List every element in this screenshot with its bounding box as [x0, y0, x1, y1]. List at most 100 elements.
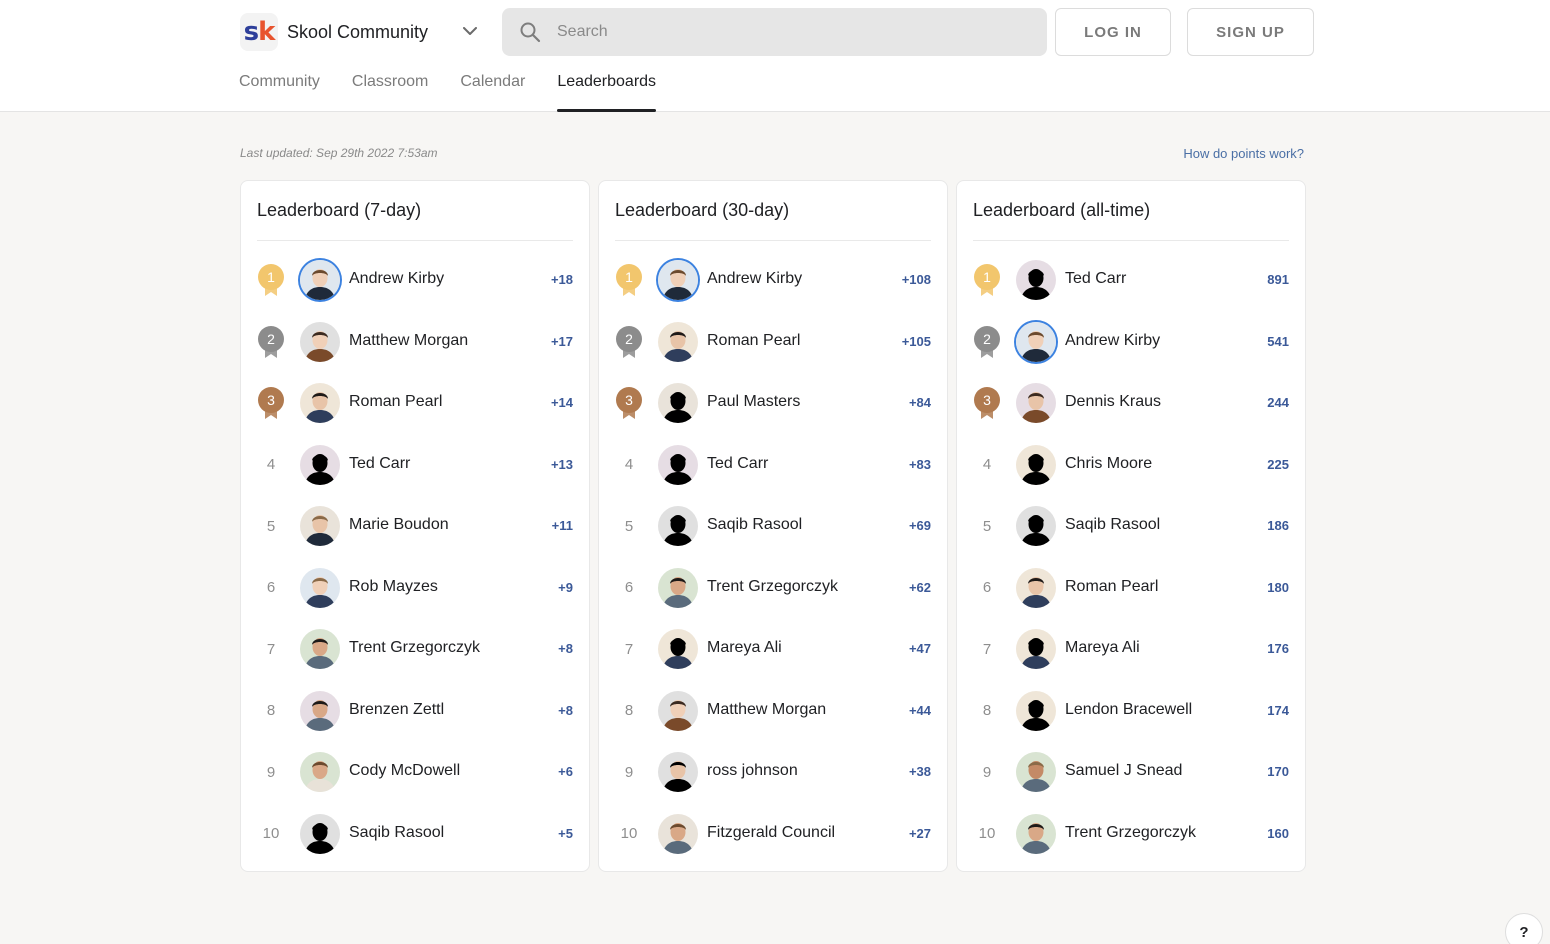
- member-name[interactable]: Ted Carr: [707, 454, 769, 472]
- login-button[interactable]: LOG IN: [1055, 8, 1171, 56]
- avatar[interactable]: [300, 321, 340, 362]
- avatar[interactable]: [658, 260, 698, 300]
- avatar[interactable]: [658, 690, 698, 731]
- avatar[interactable]: [1016, 260, 1056, 300]
- avatar[interactable]: [1016, 629, 1056, 669]
- leaderboard-row[interactable]: 6 Rob Mayzes +9: [257, 567, 573, 609]
- leaderboard-row[interactable]: 2 Roman Pearl +105: [615, 321, 931, 363]
- tab-community[interactable]: Community: [239, 73, 320, 90]
- avatar[interactable]: [658, 752, 698, 792]
- leaderboard-row[interactable]: 3 Dennis Kraus 244: [973, 382, 1289, 424]
- leaderboard-row[interactable]: 3 Roman Pearl +14: [257, 382, 573, 424]
- member-name[interactable]: Roman Pearl: [707, 331, 801, 349]
- leaderboard-row[interactable]: 10 Saqib Rasool +5: [257, 813, 573, 855]
- member-name[interactable]: Rob Mayzes: [349, 577, 438, 595]
- leaderboard-row[interactable]: 1 Ted Carr 891: [973, 259, 1289, 301]
- member-name[interactable]: Samuel J Snead: [1065, 762, 1183, 779]
- avatar[interactable]: [658, 813, 698, 854]
- member-name[interactable]: Paul Masters: [707, 393, 801, 410]
- member-name[interactable]: Andrew Kirby: [349, 270, 445, 287]
- leaderboard-row[interactable]: 7 Trent Grzegorczyk +8: [257, 628, 573, 670]
- avatar[interactable]: [300, 506, 340, 546]
- member-name[interactable]: Dennis Kraus: [1065, 393, 1162, 410]
- member-name[interactable]: Saqib Rasool: [1065, 516, 1161, 533]
- member-name[interactable]: Mareya Ali: [1065, 639, 1140, 656]
- leaderboard-row[interactable]: 9 Samuel J Snead 170: [973, 751, 1289, 793]
- avatar[interactable]: [658, 383, 698, 423]
- avatar[interactable]: [658, 444, 698, 485]
- leaderboard-row[interactable]: 8 Brenzen Zettl +8: [257, 690, 573, 732]
- avatar[interactable]: [1016, 567, 1056, 608]
- member-name[interactable]: Brenzen Zettl: [349, 700, 445, 718]
- avatar[interactable]: [658, 321, 698, 362]
- leaderboard-row[interactable]: 4 Chris Moore 225: [973, 444, 1289, 486]
- avatar[interactable]: [658, 567, 698, 608]
- tab-calendar[interactable]: Calendar: [460, 73, 526, 90]
- member-name[interactable]: Saqib Rasool: [707, 516, 803, 533]
- member-name[interactable]: Matthew Morgan: [707, 700, 827, 718]
- member-name[interactable]: Marie Boudon: [349, 516, 449, 533]
- search-input[interactable]: [557, 8, 1027, 56]
- leaderboard-row[interactable]: 5 Saqib Rasool +69: [615, 505, 931, 547]
- avatar[interactable]: [1016, 321, 1056, 362]
- avatar[interactable]: [1016, 383, 1056, 423]
- member-name[interactable]: Trent Grzegorczyk: [349, 639, 480, 656]
- leaderboard-row[interactable]: 10 Trent Grzegorczyk 160: [973, 813, 1289, 855]
- leaderboard-row[interactable]: 3 Paul Masters +84: [615, 382, 931, 424]
- signup-button[interactable]: SIGN UP: [1187, 8, 1314, 56]
- leaderboard-row[interactable]: 8 Lendon Bracewell 174: [973, 690, 1289, 732]
- member-name[interactable]: Ted Carr: [349, 454, 411, 472]
- avatar[interactable]: [300, 260, 340, 300]
- member-name[interactable]: Cody McDowell: [349, 762, 461, 779]
- avatar[interactable]: [1016, 690, 1056, 731]
- avatar[interactable]: [300, 629, 340, 669]
- member-name[interactable]: Trent Grzegorczyk: [1065, 823, 1196, 841]
- leaderboard-row[interactable]: 2 Andrew Kirby 541: [973, 321, 1289, 363]
- member-name[interactable]: Fitzgerald Council: [707, 823, 836, 841]
- avatar[interactable]: [1016, 813, 1056, 854]
- tab-classroom[interactable]: Classroom: [351, 73, 429, 90]
- avatar[interactable]: [658, 629, 698, 669]
- member-name[interactable]: Roman Pearl: [349, 393, 443, 410]
- avatar[interactable]: [300, 813, 340, 854]
- leaderboard-row[interactable]: 1 Andrew Kirby +108: [615, 259, 931, 301]
- leaderboard-row[interactable]: 10 Fitzgerald Council +27: [615, 813, 931, 855]
- leaderboard-row[interactable]: 9 ross johnson +38: [615, 751, 931, 793]
- member-name[interactable]: Chris Moore: [1065, 454, 1153, 472]
- member-name[interactable]: Roman Pearl: [1065, 577, 1159, 595]
- avatar[interactable]: [300, 444, 340, 485]
- member-name[interactable]: Ted Carr: [1065, 270, 1127, 287]
- avatar[interactable]: [300, 752, 340, 792]
- member-name[interactable]: Lendon Bracewell: [1065, 700, 1193, 718]
- leaderboard-row[interactable]: 6 Trent Grzegorczyk +62: [615, 567, 931, 609]
- leaderboard-row[interactable]: 6 Roman Pearl 180: [973, 567, 1289, 609]
- tab-leaderboards[interactable]: Leaderboards: [557, 73, 656, 112]
- chevron-down-icon[interactable]: [460, 20, 480, 42]
- member-name[interactable]: ross johnson: [707, 762, 798, 779]
- avatar[interactable]: [1016, 506, 1056, 546]
- member-name[interactable]: Saqib Rasool: [349, 823, 445, 841]
- leaderboard-row[interactable]: 4 Ted Carr +83: [615, 444, 931, 486]
- avatar[interactable]: [300, 567, 340, 608]
- member-name[interactable]: Andrew Kirby: [707, 270, 803, 287]
- leaderboard-row[interactable]: 5 Marie Boudon +11: [257, 505, 573, 547]
- avatar[interactable]: [658, 506, 698, 546]
- avatar[interactable]: [1016, 444, 1056, 485]
- member-name[interactable]: Matthew Morgan: [349, 331, 469, 349]
- leaderboard-row[interactable]: 7 Mareya Ali 176: [973, 628, 1289, 670]
- search-bar[interactable]: [502, 8, 1047, 56]
- leaderboard-row[interactable]: 4 Ted Carr +13: [257, 444, 573, 486]
- member-name[interactable]: Andrew Kirby: [1065, 331, 1161, 349]
- leaderboard-row[interactable]: 1 Andrew Kirby +18: [257, 259, 573, 301]
- member-name[interactable]: Mareya Ali: [707, 639, 782, 656]
- avatar[interactable]: [1016, 752, 1056, 792]
- avatar[interactable]: [300, 690, 340, 731]
- avatar[interactable]: [300, 383, 340, 423]
- how-points-work-link[interactable]: How do points work?: [1183, 146, 1304, 161]
- leaderboard-row[interactable]: 2 Matthew Morgan +17: [257, 321, 573, 363]
- help-button[interactable]: ?: [1505, 913, 1543, 944]
- member-name[interactable]: Trent Grzegorczyk: [707, 577, 838, 595]
- leaderboard-row[interactable]: 7 Mareya Ali +47: [615, 628, 931, 670]
- leaderboard-row[interactable]: 5 Saqib Rasool 186: [973, 505, 1289, 547]
